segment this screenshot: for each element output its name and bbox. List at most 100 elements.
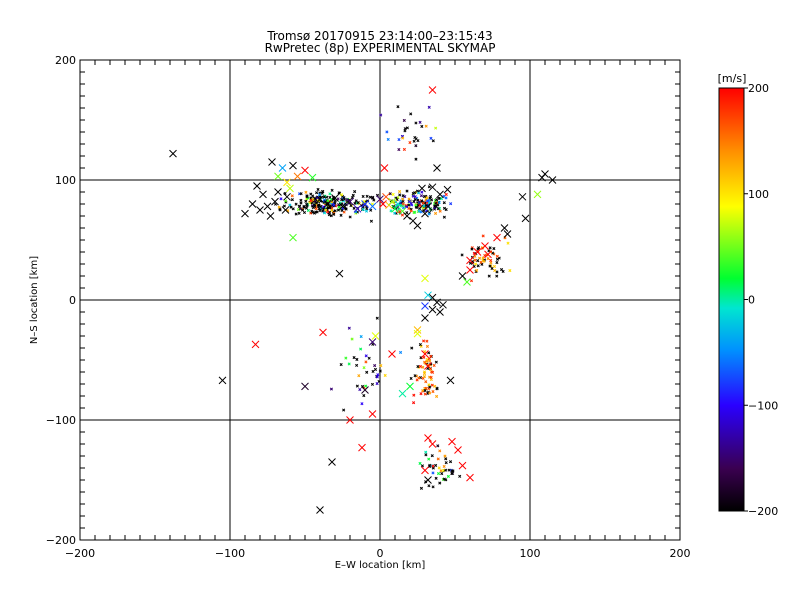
data-point-small (410, 346, 414, 350)
data-point-small (378, 369, 382, 373)
data-point (493, 233, 501, 242)
data-point-small (315, 191, 319, 195)
data-point-small (422, 339, 426, 343)
data-point-small (481, 234, 485, 238)
data-point-small (437, 196, 441, 200)
colorbar-ticks: 200 100 0 −100 −200 (744, 82, 778, 518)
data-point-small (297, 211, 301, 215)
data-point (271, 197, 279, 206)
data-point-small (379, 364, 383, 368)
data-point-small (340, 208, 344, 213)
data-point (521, 214, 530, 223)
data-point (316, 195, 324, 204)
data-point-small (294, 212, 298, 216)
data-point-small (405, 211, 409, 215)
data-point-small (360, 207, 365, 212)
data-point-small (375, 382, 379, 386)
data-point-small (500, 267, 504, 272)
data-point-small (311, 205, 315, 210)
data-point (463, 278, 471, 286)
data-point-small (418, 120, 422, 124)
data-point-small (488, 264, 492, 268)
data-point-small (435, 387, 439, 391)
data-point-small (353, 190, 357, 194)
data-point-small (364, 209, 369, 213)
data-point-small (429, 375, 433, 379)
data-point-small (422, 195, 426, 199)
data-point-small (344, 356, 348, 360)
data-point-small (437, 200, 441, 204)
data-point-small (413, 195, 417, 199)
data-point (484, 250, 492, 259)
colorbar-tick-label: −200 (748, 505, 778, 518)
x-tick-label: −100 (215, 547, 245, 560)
data-point (466, 473, 474, 482)
data-point-small (318, 209, 322, 213)
data-point-small (299, 201, 303, 205)
data-point (421, 314, 429, 322)
data-point-small (414, 157, 418, 161)
data-point-small (339, 363, 343, 367)
data-point-small (444, 208, 448, 212)
data-point-small (431, 390, 435, 394)
data-point (274, 172, 282, 181)
data-point (368, 410, 377, 418)
data-point-small (427, 383, 431, 387)
data-point-small (435, 394, 439, 399)
data-point-small (373, 363, 377, 368)
data-point-small (424, 124, 428, 128)
data-point-small (375, 375, 379, 379)
data-point-small (418, 203, 422, 208)
data-point-small (427, 351, 431, 355)
data-point (518, 192, 527, 201)
data-point (368, 202, 377, 211)
data-point-small (379, 113, 383, 117)
data-point-small (486, 257, 490, 261)
data-point-small (385, 130, 389, 134)
data-point-small (418, 461, 422, 465)
data-point (380, 164, 389, 172)
colorbar (718, 87, 745, 512)
data-point-small (415, 189, 419, 193)
data-point-small (330, 188, 334, 192)
data-point (319, 328, 327, 337)
data-point-small (428, 385, 432, 389)
data-point-small (422, 375, 426, 379)
data-point-small (417, 191, 421, 195)
data-point-small (370, 382, 375, 386)
data-point-small (331, 197, 335, 201)
data-point-small (431, 485, 435, 489)
data-point-small (388, 192, 392, 196)
data-point (424, 362, 432, 370)
data-point (241, 209, 249, 218)
colorbar-tick-label: 100 (748, 188, 769, 201)
data-point-small (405, 189, 409, 193)
y-tick-label: −200 (46, 534, 76, 547)
data-point-small (421, 365, 425, 369)
data-point-small (364, 384, 368, 388)
data-point-small (333, 201, 337, 205)
data-point-small (399, 350, 403, 354)
data-point-small (427, 457, 431, 461)
data-point-small (361, 194, 365, 199)
data-point-small (470, 247, 474, 251)
data-point-small (488, 246, 492, 250)
data-point-small (309, 211, 313, 215)
data-point-small (478, 256, 482, 260)
data-point-small (416, 364, 420, 369)
data-point-small (356, 201, 360, 205)
data-point-small (425, 344, 429, 348)
data-point (379, 200, 387, 208)
data-point (436, 190, 444, 199)
data-point (335, 269, 344, 278)
data-point (308, 173, 317, 182)
data-point-small (401, 197, 405, 201)
data-point-small (442, 477, 446, 481)
data-point (406, 382, 414, 391)
data-point (424, 202, 432, 211)
data-point-small (299, 192, 303, 196)
data-point (454, 446, 462, 454)
data-point (328, 458, 336, 466)
data-point-small (442, 215, 446, 219)
data-point-small (448, 460, 453, 464)
